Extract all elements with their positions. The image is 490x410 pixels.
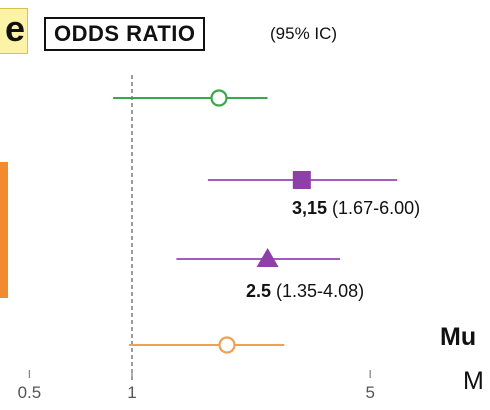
or-marker-circle-3 <box>218 336 236 354</box>
chart-title-box: ODDS RATIO <box>44 17 206 51</box>
or-marker-square-1 <box>292 171 311 189</box>
or-marker-triangle-2 <box>256 248 279 267</box>
cut-off-text-bold: Mu <box>440 323 477 351</box>
x-tick-label-1: 1 <box>127 383 136 402</box>
cut-off-label-box: e <box>0 8 28 54</box>
orange-side-bar <box>0 162 8 298</box>
x-tick-label-2: 5 <box>365 383 374 402</box>
cut-off-text: M <box>463 367 484 395</box>
value-label-1: 3,15 (1.67-6.00) <box>292 198 420 218</box>
chart-subtitle: (95% IC) <box>270 24 338 43</box>
value-label-2: 2.5 (1.35-4.08) <box>246 281 364 301</box>
x-tick-label-0: 0.5 <box>18 383 42 402</box>
cut-off-letter: e <box>4 8 25 49</box>
chart-title: ODDS RATIO <box>54 21 196 46</box>
or-marker-circle-0 <box>210 89 228 107</box>
